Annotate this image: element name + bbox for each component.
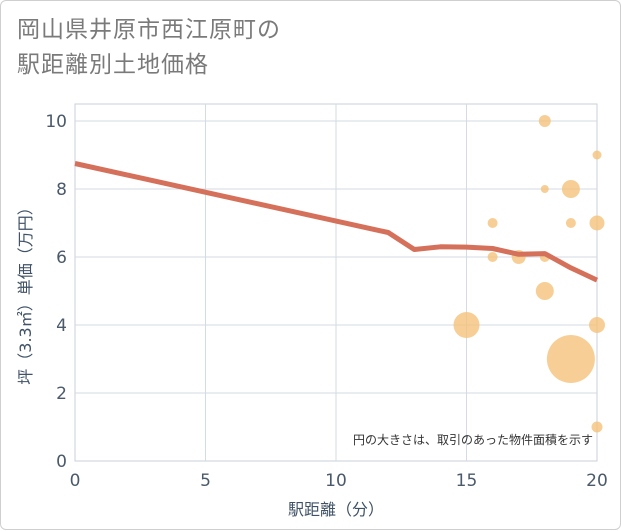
data-point-12	[589, 317, 605, 333]
x-tick-label-0: 0	[70, 471, 81, 491]
trend-layer	[74, 161, 599, 283]
chart-title-line2: 駅距離別土地価格	[17, 52, 209, 78]
bubble-layer	[453, 115, 605, 433]
y-tick-label-10: 10	[45, 112, 67, 132]
y-tick-label-0: 0	[56, 452, 67, 472]
chart-title: 岡山県井原市西江原町の 駅距離別土地価格	[17, 13, 437, 83]
size-note: 円の大きさは、取引のあった物件面積を示す	[353, 432, 593, 447]
data-point-4	[487, 218, 498, 228]
trend-line	[74, 161, 599, 283]
data-point-1	[592, 150, 602, 160]
y-axis-label: 坪（3.3㎡）単価（万円）	[16, 199, 35, 384]
data-point-3	[561, 180, 580, 198]
data-point-6	[589, 215, 605, 231]
data-point-7	[487, 252, 498, 262]
x-tick-label-20: 20	[586, 471, 608, 491]
x-tick-label-15: 15	[456, 471, 478, 491]
x-tick-labels: 0 5 10 15 20	[70, 471, 608, 491]
data-point-13	[546, 335, 595, 383]
y-tick-label-8: 8	[56, 180, 67, 200]
data-point-5	[565, 218, 576, 228]
x-tick-label-10: 10	[325, 471, 347, 491]
y-tick-labels: 0 2 4 6 8 10	[45, 112, 67, 472]
data-point-10	[535, 282, 554, 300]
grid-lines	[75, 104, 597, 461]
y-tick-label-2: 2	[56, 384, 67, 404]
data-point-14	[591, 421, 603, 433]
x-tick-label-5: 5	[200, 471, 211, 491]
y-tick-label-6: 6	[56, 248, 67, 268]
data-point-0	[538, 115, 551, 127]
data-point-2	[540, 185, 549, 193]
y-tick-label-4: 4	[56, 316, 67, 336]
x-axis-label: 駅距離（分）	[288, 500, 384, 519]
chart-title-line1: 岡山県井原市西江原町の	[17, 17, 281, 43]
data-point-11	[453, 312, 480, 338]
